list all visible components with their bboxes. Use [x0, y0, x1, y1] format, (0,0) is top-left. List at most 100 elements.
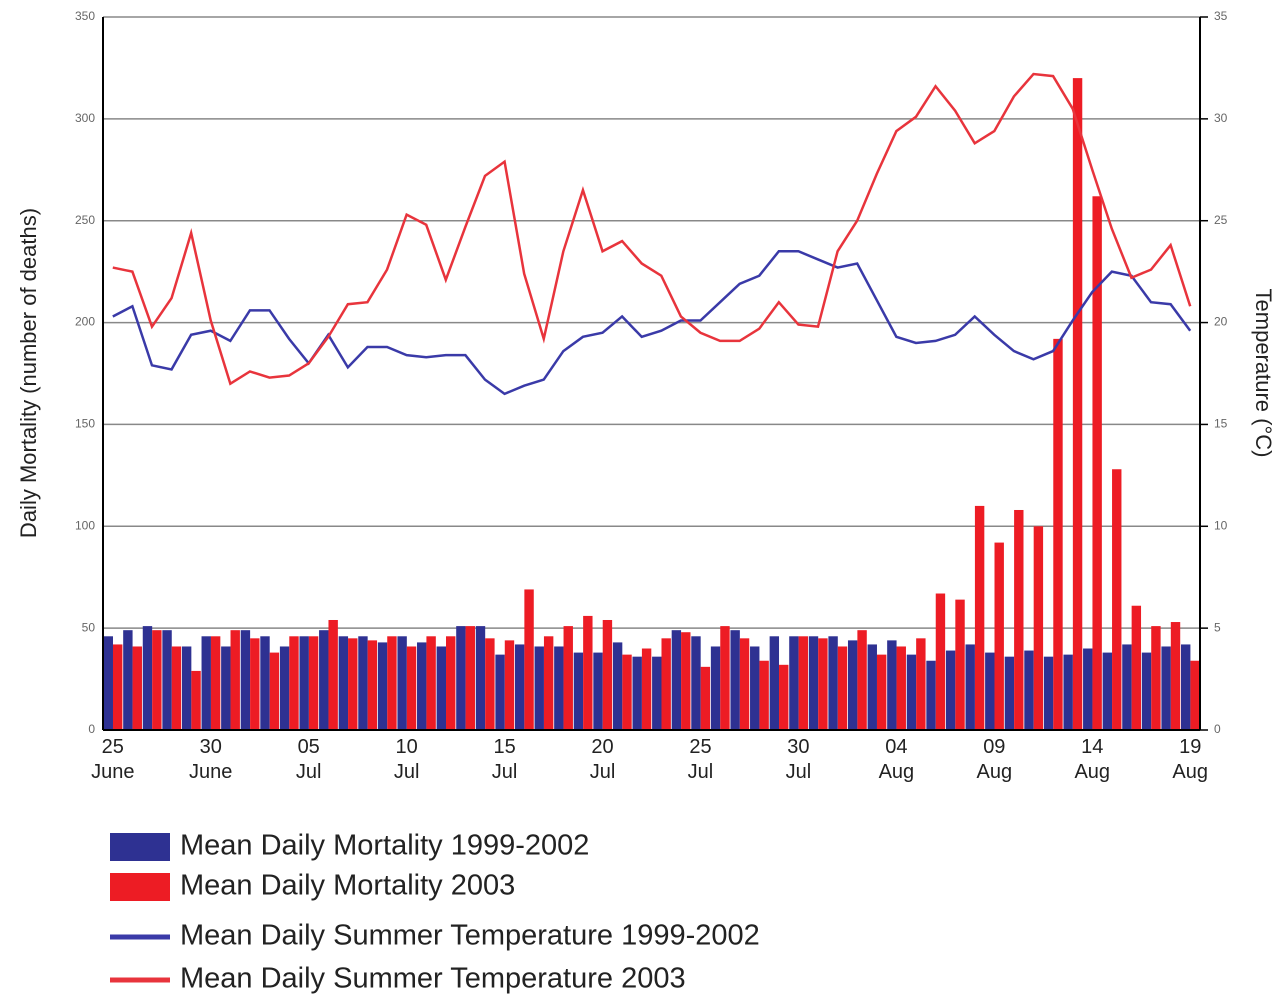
bar — [602, 619, 613, 730]
y2-tick-label: 15 — [1214, 417, 1228, 431]
x-tick-label: 30 Jul — [786, 736, 812, 783]
bar — [319, 630, 329, 730]
bar — [974, 505, 985, 730]
bar — [397, 636, 407, 730]
x-tick-label: 20 Jul — [590, 736, 616, 783]
bar — [681, 632, 691, 730]
bar — [299, 636, 309, 730]
bar — [1004, 656, 1015, 730]
legend-label: Mean Daily Mortality 2003 — [180, 870, 515, 902]
bar — [887, 640, 897, 730]
bar — [1161, 646, 1171, 730]
bar — [1141, 652, 1152, 730]
bar — [955, 599, 965, 730]
legend-swatch — [110, 833, 170, 861]
bar — [857, 630, 867, 730]
bar — [876, 654, 887, 730]
bar — [485, 638, 495, 730]
bar — [710, 646, 721, 730]
bar — [994, 542, 1004, 730]
y-tick-label: 150 — [75, 417, 95, 431]
bar — [181, 646, 192, 730]
y-tick-label: 0 — [88, 722, 95, 736]
bar — [573, 652, 584, 730]
bar — [406, 646, 417, 730]
bar — [210, 636, 221, 730]
bar — [700, 666, 711, 730]
x-tick-label: 25 June — [91, 736, 134, 783]
bar — [916, 638, 926, 730]
bar — [1083, 648, 1093, 730]
legend-label: Mean Daily Summer Temperature 1999-2002 — [180, 920, 760, 952]
bar — [250, 638, 260, 730]
y2-axis-title: Temperature (°C) — [1251, 289, 1276, 458]
bar — [789, 636, 799, 730]
bar — [935, 593, 946, 730]
y-tick-label: 350 — [75, 9, 95, 23]
bar — [328, 619, 338, 730]
bar — [456, 626, 466, 730]
x-tick-label: 15 Jul — [492, 736, 518, 783]
line-series — [112, 72, 1192, 386]
bar — [926, 660, 936, 730]
bar — [132, 646, 142, 730]
bar — [593, 652, 603, 730]
bar — [191, 670, 201, 730]
bar — [867, 644, 877, 730]
bar — [759, 660, 769, 730]
bar — [387, 636, 397, 730]
x-tick-label: 30 June — [189, 736, 232, 783]
bar — [534, 646, 544, 730]
bar — [1102, 652, 1113, 730]
y-tick-label: 250 — [75, 213, 95, 227]
bar — [837, 646, 848, 730]
bar — [945, 650, 956, 730]
bar — [1190, 660, 1200, 730]
bar — [583, 615, 593, 730]
bar — [221, 646, 231, 730]
bar — [808, 636, 819, 730]
y-tick-label: 100 — [75, 518, 95, 532]
legend-swatch — [110, 873, 170, 901]
bar — [1033, 526, 1044, 730]
bar — [123, 630, 133, 730]
x-tick-label: 05 Jul — [296, 736, 322, 783]
y2-tick-label: 25 — [1214, 213, 1228, 227]
bar — [818, 638, 828, 730]
y-tick-label: 50 — [82, 620, 96, 634]
bar — [965, 644, 975, 730]
bar — [847, 640, 858, 730]
bar — [112, 644, 123, 730]
bar — [1043, 656, 1054, 730]
bar — [906, 654, 917, 730]
bar — [612, 642, 623, 730]
bar — [1112, 469, 1122, 730]
bar — [779, 664, 789, 730]
bar — [338, 636, 349, 730]
y2-tick-label: 35 — [1214, 9, 1228, 23]
bar — [730, 630, 740, 730]
x-tick-label: 04 Aug — [879, 736, 915, 783]
bar — [417, 642, 427, 730]
legend-label: Mean Daily Mortality 1999-2002 — [180, 830, 589, 862]
y-tick-label: 200 — [75, 315, 95, 329]
y2-tick-label: 20 — [1214, 315, 1228, 329]
bar — [661, 638, 671, 730]
bar — [269, 652, 280, 730]
bar — [652, 656, 662, 730]
bar — [230, 630, 240, 730]
bar — [152, 630, 162, 730]
bar — [632, 656, 642, 730]
bar — [260, 636, 270, 730]
y-axis-title: Daily Mortality (number of deaths) — [16, 208, 41, 538]
bar — [691, 636, 701, 730]
bar — [554, 646, 564, 730]
y2-tick-label: 5 — [1214, 620, 1221, 634]
bar — [1131, 605, 1142, 730]
bar — [348, 638, 358, 730]
bar — [504, 640, 515, 730]
bar — [514, 644, 525, 730]
bar — [769, 636, 780, 730]
bar — [475, 626, 486, 730]
